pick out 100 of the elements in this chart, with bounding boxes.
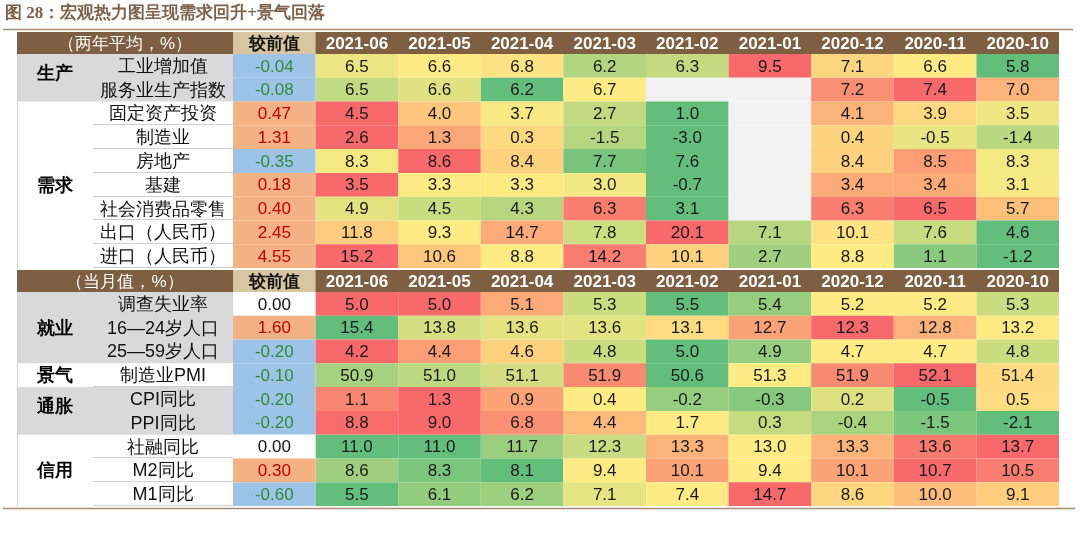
data-label: 3.1 (1005, 175, 1030, 195)
data-label: 7.1 (592, 484, 617, 504)
data-label: 10.1 (670, 246, 704, 266)
y-tick-label: 房地产 (136, 150, 190, 171)
chart-subtitle: （两年平均，%） (57, 33, 193, 53)
y2-tick-label: 生产 (36, 62, 73, 83)
data-label: -0.5 (920, 127, 950, 147)
y-tick-label: 社融同比 (127, 436, 199, 457)
x-tick-label: 2021-04 (490, 271, 554, 291)
data-label: 2.7 (592, 104, 617, 124)
data-label: 10.7 (918, 461, 952, 481)
data-label: 7.6 (923, 223, 947, 243)
data-label: 15.4 (340, 318, 374, 338)
data-label: 10.6 (422, 246, 457, 266)
x-tick-label: 2020-11 (904, 33, 966, 53)
data-label: 5.5 (345, 484, 369, 504)
y-tick-label: PPI同比 (130, 412, 196, 433)
data-label: -0.3 (755, 389, 785, 409)
data-label: -0.5 (920, 389, 950, 409)
data-label: 2.7 (758, 246, 782, 266)
data-label: 0.4 (592, 389, 617, 409)
data-label: 7.6 (675, 151, 700, 171)
data-label: 3.4 (840, 175, 865, 195)
y-tick-label: 调查失业率 (118, 293, 208, 314)
data-label: 12.3 (835, 318, 870, 338)
data-label: 13.8 (422, 318, 457, 338)
data-label: -0.60 (254, 484, 294, 504)
data-label: 9.5 (758, 56, 782, 76)
data-label: -0.10 (254, 365, 294, 385)
x-tick-label: 2021-05 (408, 33, 471, 53)
data-label: 1.1 (923, 246, 947, 266)
data-label: 6.2 (510, 80, 534, 100)
x-tick-label: 2021-06 (325, 33, 389, 53)
data-label: 0.18 (257, 175, 291, 195)
data-label: 6.5 (345, 56, 369, 76)
data-label: 20.1 (670, 223, 704, 243)
data-label: -1.5 (920, 413, 950, 433)
data-label: 11.7 (506, 437, 539, 457)
data-label: -0.20 (254, 413, 294, 433)
data-label: 11.0 (340, 437, 373, 457)
data-label: 14.7 (505, 223, 539, 243)
data-label: 7.7 (592, 151, 617, 171)
data-label: 6.3 (675, 56, 700, 76)
data-label: 8.1 (510, 461, 534, 481)
y-tick-label: CPI同比 (129, 388, 197, 409)
data-label: -3.0 (672, 127, 702, 147)
data-label: 1.3 (427, 127, 452, 147)
data-label: 14.7 (753, 484, 787, 504)
data-label: 10.5 (1001, 461, 1035, 481)
data-label: 9.1 (1005, 484, 1030, 504)
y-tick-label: 基建 (145, 174, 181, 195)
x-tick-label: 2021-02 (656, 33, 719, 53)
data-label: 12.7 (753, 318, 787, 338)
data-label: 5.7 (1005, 199, 1030, 219)
data-label: 12.8 (918, 318, 952, 338)
data-label: 0.4 (840, 127, 865, 147)
x-tick-label: 较前值 (247, 33, 300, 53)
data-label: -0.7 (672, 175, 702, 195)
data-label: 0.00 (257, 294, 291, 314)
data-label: 10.1 (835, 223, 870, 243)
data-label: 4.9 (345, 199, 369, 219)
data-label: 0.47 (257, 104, 291, 124)
data-label: 7.0 (1005, 80, 1030, 100)
data-label: 5.1 (510, 294, 534, 314)
chart-title: 图 28：宏观热力图呈现需求回升+景气回落 (5, 3, 325, 23)
y-tick-label: 社会消费品零售 (100, 198, 226, 219)
data-label: 4.6 (1005, 223, 1030, 243)
y2-tick-label: 景气 (36, 365, 73, 386)
data-label: 51.3 (753, 365, 787, 385)
data-label: 1.0 (675, 104, 700, 124)
data-label: 4.5 (345, 104, 369, 124)
data-label: 5.2 (840, 294, 865, 314)
data-label: 51.9 (835, 365, 870, 385)
data-label: 52.1 (918, 365, 952, 385)
data-label: 7.1 (840, 56, 865, 76)
data-label: 6.2 (510, 484, 534, 504)
data-label: 3.5 (1005, 104, 1030, 124)
x-tick-label: 2021-02 (656, 271, 719, 291)
data-label: 7.1 (758, 223, 782, 243)
data-label: 5.4 (758, 294, 782, 314)
data-label: 7.2 (840, 80, 865, 100)
data-label: 13.1 (670, 318, 704, 338)
data-label: 6.3 (592, 199, 617, 219)
data-label: 4.8 (592, 342, 617, 362)
data-label: 9.3 (427, 223, 452, 243)
y-tick-label: M1同比 (132, 484, 194, 505)
data-label: 11.8 (340, 223, 373, 243)
data-label: -1.4 (1003, 127, 1033, 147)
x-tick-label: 2020-11 (904, 271, 966, 291)
data-label: 6.6 (427, 56, 452, 76)
data-label: 9.0 (427, 413, 452, 433)
data-label: 6.5 (923, 199, 947, 219)
data-label: 4.4 (427, 342, 452, 362)
data-label: 2.6 (345, 127, 369, 147)
y-tick-label: 16—24岁人口 (106, 317, 220, 338)
data-label: 8.4 (840, 151, 865, 171)
data-label: 15.2 (340, 246, 374, 266)
data-label: 51.1 (505, 365, 539, 385)
data-label: -0.4 (837, 413, 868, 433)
data-label: 11.0 (423, 437, 456, 457)
